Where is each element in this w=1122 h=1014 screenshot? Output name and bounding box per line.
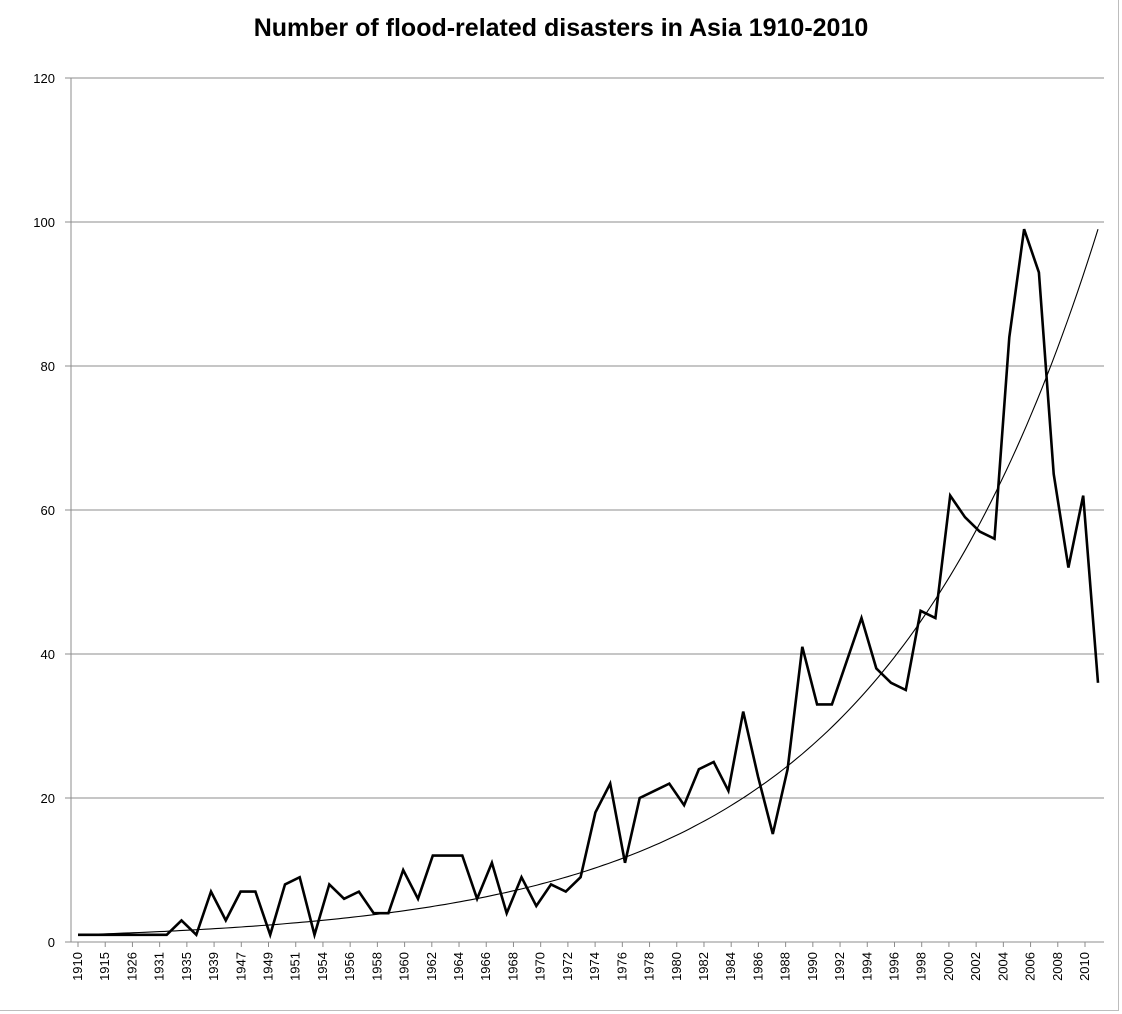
series-layer <box>77 228 1100 940</box>
x-tick-label: 1980 <box>669 952 684 981</box>
x-tick-label: 1949 <box>261 952 276 981</box>
x-tick-label: 1990 <box>805 952 820 981</box>
x-tick-label: 1964 <box>451 952 466 981</box>
exponential-trendline <box>77 229 1099 936</box>
x-tick-label: 1954 <box>315 952 330 981</box>
x-tick-label: 2010 <box>1077 952 1092 981</box>
x-tick-label: 1974 <box>587 952 602 981</box>
y-tick-label: 100 <box>33 215 55 230</box>
x-axis-ticks: 1910 1915 1926 1931 1935 1939 1947 1949 1951 1954… <box>70 942 1092 981</box>
x-tick-label: 1996 <box>886 952 901 981</box>
x-tick-label: 1939 <box>206 952 221 981</box>
x-tick-label: 1958 <box>369 952 384 981</box>
x-tick-label: 1935 <box>179 952 194 981</box>
x-tick-label: 2000 <box>941 952 956 981</box>
x-tick-label: 1968 <box>505 952 520 981</box>
x-tick-label: 1986 <box>750 952 765 981</box>
x-tick-label: 1972 <box>560 952 575 981</box>
y-tick-label: 80 <box>41 359 55 374</box>
x-tick-label: 2002 <box>968 952 983 981</box>
y-tick-label: 60 <box>41 503 55 518</box>
y-tick-label: 20 <box>41 791 55 806</box>
gridlines <box>71 77 1104 799</box>
x-tick-label: 1915 <box>97 952 112 981</box>
x-tick-label: 1970 <box>533 952 548 981</box>
series-line-flood-disasters <box>78 228 1100 940</box>
y-tick-label: 40 <box>41 647 55 662</box>
x-tick-label: 1931 <box>152 952 167 981</box>
x-tick-label: 2004 <box>995 952 1010 981</box>
x-tick-label: 1960 <box>397 952 412 981</box>
y-tick-label: 120 <box>33 71 55 86</box>
y-tick-label: 0 <box>48 935 55 950</box>
x-tick-label: 1976 <box>614 952 629 981</box>
x-tick-label: 1978 <box>642 952 657 981</box>
x-tick-label: 1966 <box>478 952 493 981</box>
x-tick-label: 1984 <box>723 952 738 981</box>
x-tick-label: 1926 <box>124 952 139 981</box>
x-tick-label: 2006 <box>1023 952 1038 981</box>
x-tick-label: 1982 <box>696 952 711 981</box>
x-tick-label: 2008 <box>1050 952 1065 981</box>
x-tick-label: 1947 <box>233 952 248 981</box>
x-tick-label: 1910 <box>70 952 85 981</box>
x-tick-label: 1956 <box>342 952 357 981</box>
x-tick-label: 1988 <box>778 952 793 981</box>
x-tick-label: 1951 <box>288 952 303 981</box>
x-tick-label: 1998 <box>914 952 929 981</box>
x-tick-label: 1994 <box>859 952 874 981</box>
x-tick-label: 1992 <box>832 952 847 981</box>
x-tick-label: 1962 <box>424 952 439 981</box>
y-axis-ticks: 0 20 40 60 80 100 120 <box>33 71 71 950</box>
chart-title: Number of flood-related disasters in Asi… <box>253 14 869 42</box>
